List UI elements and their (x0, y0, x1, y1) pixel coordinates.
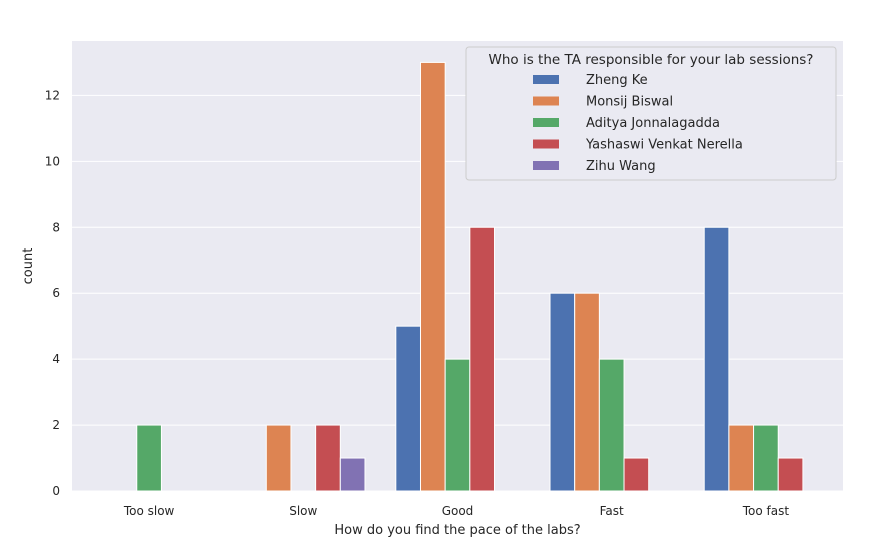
legend-entry: Aditya Jonnalagadda (586, 116, 720, 131)
bar (315, 424, 341, 492)
x-tick-labels: Too slow Slow Good Fast Too fast (123, 504, 790, 518)
y-tick-labels: 0 2 4 6 8 10 12 (45, 88, 60, 498)
bars (136, 61, 804, 492)
x-tick-label: Too slow (123, 504, 175, 518)
bar (265, 424, 292, 492)
legend-entry: Zihu Wang (586, 159, 656, 174)
y-tick-label: 8 (52, 220, 60, 234)
y-tick-label: 6 (52, 286, 60, 300)
legend-swatch (533, 118, 559, 127)
bar (444, 358, 471, 492)
legend-entry: Zheng Ke (586, 73, 648, 88)
x-tick-label: Good (442, 504, 474, 518)
bar (753, 424, 779, 492)
y-tick-label: 10 (45, 154, 60, 168)
legend-entry: Yashaswi Venkat Nerella (585, 138, 743, 153)
y-tick-label: 2 (52, 418, 60, 432)
bar (703, 226, 730, 492)
y-axis-label: count (21, 248, 36, 285)
legend-entry: Monsij Biswal (586, 95, 673, 110)
bar (339, 457, 366, 492)
bar (598, 358, 625, 492)
legend-swatch (533, 75, 559, 84)
x-axis-label: How do you find the pace of the labs? (334, 523, 580, 538)
bar (469, 226, 496, 492)
bar (574, 292, 600, 492)
bar (623, 457, 650, 492)
x-tick-label: Too fast (742, 504, 790, 518)
x-tick-label: Slow (289, 504, 317, 518)
legend-swatch (533, 161, 559, 170)
bar (136, 424, 162, 492)
bar (549, 292, 576, 492)
bar (777, 457, 804, 492)
bar (419, 61, 446, 492)
bar (728, 424, 755, 492)
y-tick-label: 4 (52, 352, 60, 366)
y-tick-label: 0 (52, 484, 60, 498)
legend-swatch (533, 96, 559, 106)
y-tick-label: 12 (45, 88, 60, 102)
bar (395, 325, 421, 492)
legend-swatch (533, 139, 559, 149)
x-tick-label: Fast (600, 504, 624, 518)
legend-title: Who is the TA responsible for your lab s… (489, 52, 814, 68)
legend: Who is the TA responsible for your lab s… (465, 46, 837, 181)
